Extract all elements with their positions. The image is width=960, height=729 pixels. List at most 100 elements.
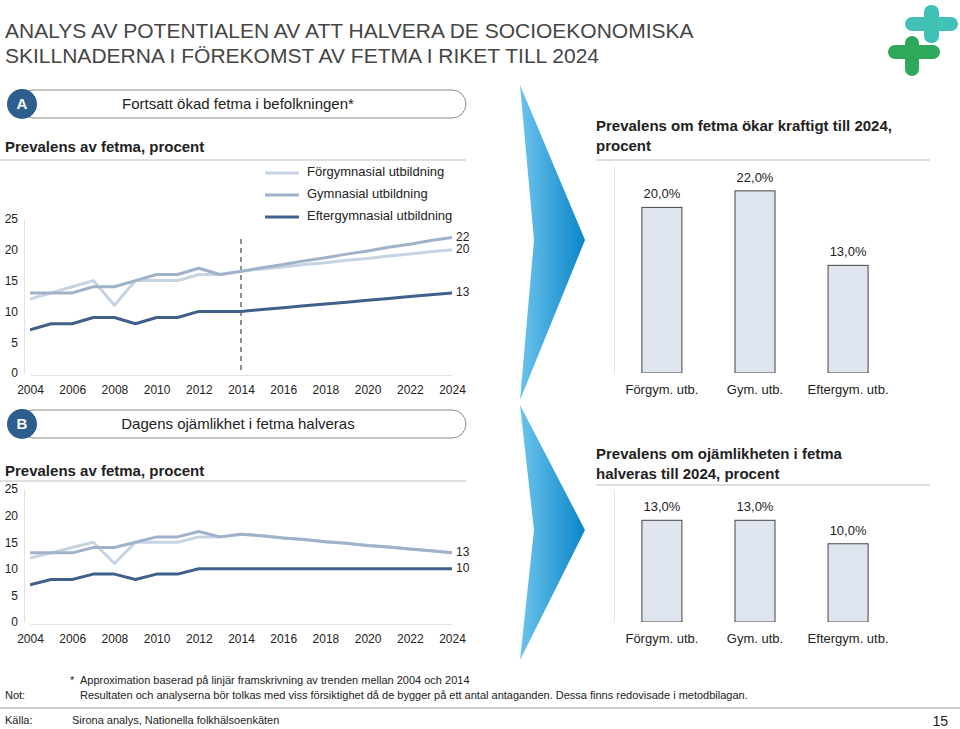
x-axis: 2004 2006 2008 2010 2012 2014 2016 2018 2020 2022… [17,375,466,397]
category-label: Gym. utb. [727,382,783,397]
chart: Prevalens om ojämlikheten i fetmahalvera… [596,445,930,646]
bar [828,265,868,373]
tick: 10 [5,305,24,319]
tick-label: 5 [11,336,18,350]
chart-title: Prevalens om ojämlikheten i fetmahalvera… [596,445,843,482]
tick-label: 5 [11,589,18,603]
line-series [30,532,452,553]
section-heading: Dagens ojämlikhet i fetma halveras [121,415,354,432]
legend-label: Gymnasial utbildning [307,186,428,201]
page-title: SKILLNADERNA I FÖREKOMST AV FETMA I RIKE… [5,44,599,67]
category-label: Eftergym. utb. [808,382,889,397]
tick-label: 2020 [355,632,382,646]
tick-label: 25 [5,482,19,496]
tick-label: 2014 [228,383,255,397]
tick: Eftergym. utb. [808,373,889,397]
tick-label: 2022 [397,383,424,397]
tick: 2010 [144,375,171,397]
title-rule [0,160,466,161]
line-series [30,293,452,330]
tick-label: 2008 [102,383,129,397]
tick: 2004 [17,375,44,397]
tick-label: 15 [5,536,19,550]
tick: 5 [11,336,24,350]
y-axis [614,490,615,623]
y-axis: 0 5 10 15 20 25 [5,482,25,629]
legend-label: Eftergymnasial utbildning [307,208,452,223]
tick: 2022 [397,375,424,397]
tick-label: 0 [11,615,18,629]
chart-title: Prevalens om fetma ökar kraftigt till 20… [596,117,892,154]
tick: 2018 [313,375,340,397]
category-label: Gym. utb. [727,631,783,646]
tick-label: 20 [5,509,19,523]
section-letter: B [17,415,28,432]
source-label: Källa: [5,714,33,726]
tick-label: 10 [5,305,19,319]
tick: 2020 [355,624,382,646]
data-label: 13,0% [737,499,774,514]
section-letter: A [17,95,28,112]
tick: 2012 [186,375,213,397]
end-label: 13 [456,285,470,299]
tick: 2006 [59,624,86,646]
tick: Eftergym. utb. [808,622,889,646]
tick-label: 2006 [59,383,86,397]
logo [888,5,958,76]
end-label: 20 [456,242,470,256]
chart: Prevalens om fetma ökar kraftigt till 20… [596,117,930,397]
tick-label: 2010 [144,632,171,646]
end-label: 10 [456,561,470,575]
tick-label: 2018 [313,383,340,397]
legend-label: Förgymnasial utbildning [307,164,444,179]
end-label: 13 [456,545,470,559]
tick: 15 [5,274,24,288]
tick: Förgym. utb. [625,373,698,397]
section-banner: AFortsatt ökad fetma i befolkningen* [7,89,466,119]
tick: 2016 [270,375,297,397]
x-axis: Förgym. utb. Gym. utb. Eftergym. utb. [625,373,888,397]
projection-line [240,239,241,373]
y-axis: 0510152025 [5,212,25,380]
plot-area [642,520,868,622]
chart-title: Prevalens av fetma, procent [5,138,204,155]
tick-label: 2004 [17,632,44,646]
bar [735,520,775,622]
title-rule [0,481,466,482]
tick: 2014 [228,375,255,397]
title-rule [596,160,930,161]
x-axis: Förgym. utb. Gym. utb. Eftergym. utb. [625,622,888,646]
line-series [30,237,452,292]
tick: 2020 [355,375,382,397]
legend-swatch [265,172,299,175]
tick: Förgym. utb. [625,622,698,646]
tick-label: 2018 [313,632,340,646]
tick: 2010 [144,624,171,646]
chart: Prevalens av fetma, procent0510152025200… [0,138,470,397]
chart: Prevalens av fetma, procent0510152025200… [0,462,470,646]
title-rule [596,485,930,486]
data-label: 13,0% [830,244,867,259]
tick: 2024 [439,624,466,646]
tick-label: 2004 [17,383,44,397]
axis-line [31,375,453,376]
tick: 10 [5,562,24,576]
tick-label: 2012 [186,632,213,646]
category-label: Förgym. utb. [625,631,698,646]
footer-rule [0,708,960,709]
note-label: Not: [5,689,25,701]
axis-line [24,490,25,623]
bar [642,520,682,622]
tick-label: 2010 [144,383,171,397]
tick: Gym. utb. [727,622,783,646]
tick: 2016 [270,624,297,646]
category-label: Eftergym. utb. [808,631,889,646]
data-label: 22,0% [737,170,774,185]
arrow [520,405,585,660]
tick: 0 [11,615,24,629]
y-axis [614,167,615,374]
page-title: ANALYS AV POTENTIALEN AV ATT HALVERA DE … [5,19,694,42]
note-text: Resultaten och analyserna bör tolkas med… [80,689,748,701]
tick-label: 0 [11,366,18,380]
tick: 2018 [313,624,340,646]
